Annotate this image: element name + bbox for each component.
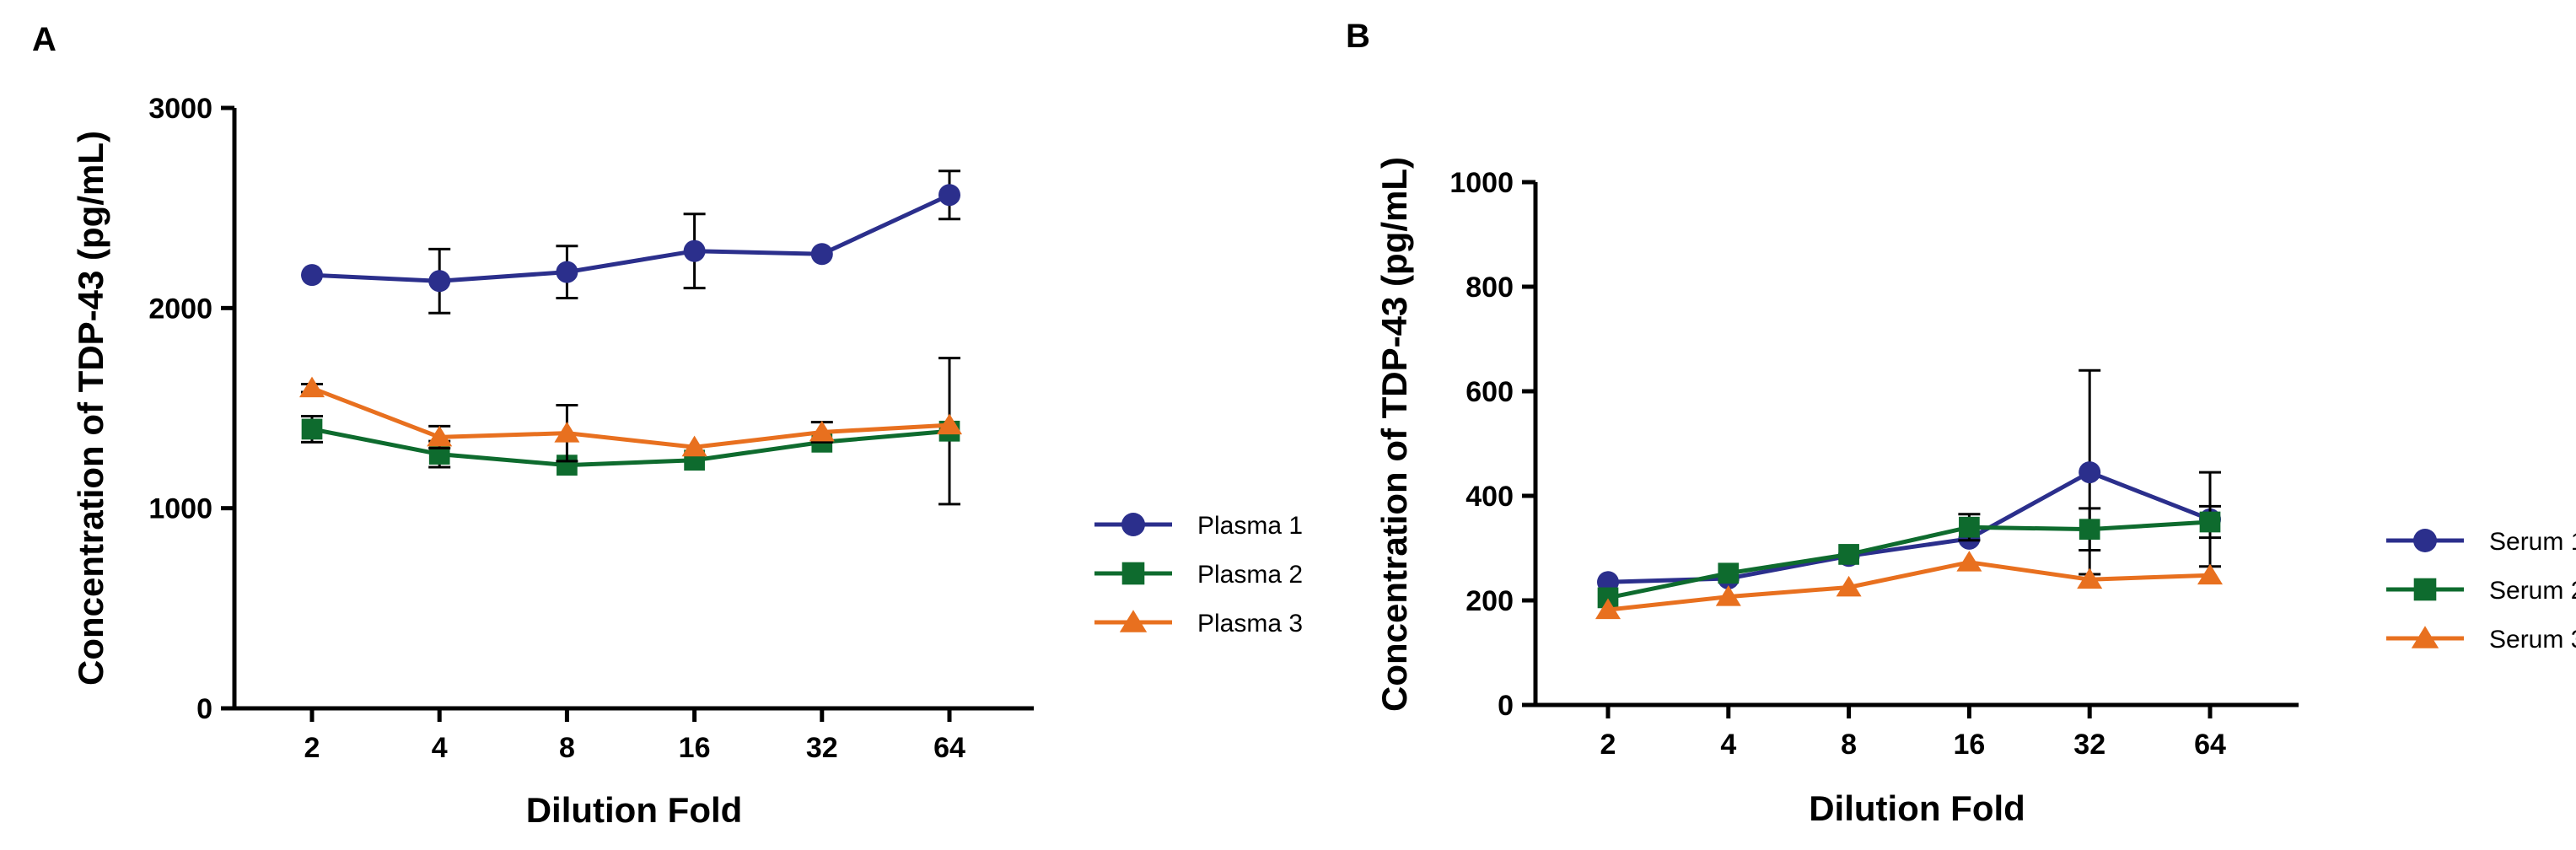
x-tick-label: 16 [679, 732, 711, 764]
data-point [1715, 585, 1741, 606]
data-point [683, 239, 706, 262]
legend-marker [2413, 578, 2437, 601]
legend-entry: Serum 1 [2386, 528, 2576, 556]
legend-marker [1119, 610, 1148, 632]
legend-marker [2411, 626, 2439, 648]
y-tick-label: 0 [1498, 690, 1514, 722]
y-tick-label: 1000 [148, 493, 212, 525]
data-point [1836, 575, 1862, 597]
x-tick-label: 8 [559, 732, 575, 764]
series-serum-3 [1595, 551, 2224, 620]
series-line [1607, 560, 2211, 612]
x-tick-label: 2 [304, 732, 320, 764]
legend-label: Serum 3 [2489, 626, 2576, 654]
data-point [1718, 562, 1740, 584]
series-line [311, 192, 951, 283]
series-plasma-3 [298, 376, 963, 463]
data-point [2079, 461, 2101, 484]
data-point [2197, 563, 2224, 585]
y-tick-label: 0 [196, 693, 212, 725]
y-tick-label: 3000 [148, 93, 212, 125]
legend-label: Serum 2 [2489, 577, 2576, 605]
series-serum-1 [1597, 369, 2221, 594]
data-point [1838, 544, 1859, 565]
legend-label: Plasma 1 [1197, 512, 1303, 540]
data-point [2077, 568, 2103, 589]
data-point [554, 422, 580, 443]
x-tick-label: 32 [2073, 729, 2105, 761]
x-tick-label: 4 [1720, 729, 1736, 761]
data-point [681, 435, 707, 457]
y-tick-label: 1000 [1449, 167, 1514, 199]
legend-entry: Plasma 1 [1094, 512, 1303, 540]
x-tick-label: 16 [1953, 729, 1985, 761]
data-point [301, 264, 323, 287]
series-line [311, 385, 950, 449]
series-serum-2 [1597, 504, 2221, 609]
data-point [428, 270, 451, 293]
data-point [2199, 511, 2221, 533]
y-tick-label: 2000 [148, 293, 212, 325]
data-point [298, 376, 325, 398]
legend-entry: Serum 3 [2386, 626, 2576, 654]
series-line [1607, 519, 2211, 600]
legend-entry: Plasma 2 [1094, 561, 1303, 589]
panel-a: A 0 1000 2000 3000 2 4 8 16 32 64 Dilution Fold Conc… [32, 21, 1303, 830]
legend-entry: Serum 2 [2386, 577, 2576, 605]
data-point [938, 184, 960, 207]
panel-label: B [1346, 18, 1370, 55]
x-axis-title: Dilution Fold [526, 790, 743, 830]
data-point [1956, 551, 1982, 572]
series-line [311, 427, 950, 468]
data-point [2079, 519, 2100, 541]
y-tick-label: 400 [1465, 481, 1514, 513]
y-tick-label: 800 [1465, 272, 1514, 304]
legend-marker [1121, 513, 1145, 536]
data-point [810, 243, 833, 266]
legend-label: Plasma 3 [1197, 610, 1303, 638]
data-point [936, 413, 963, 435]
legend-label: Plasma 2 [1197, 561, 1303, 589]
x-tick-label: 32 [806, 732, 838, 764]
x-tick-label: 2 [1600, 729, 1616, 761]
x-axis-title: Dilution Fold [1809, 788, 2025, 828]
legend-label: Serum 1 [2489, 528, 2576, 556]
data-point [556, 261, 578, 283]
legend-marker [2413, 529, 2437, 552]
series-plasma-1 [301, 169, 960, 315]
data-point [427, 425, 453, 447]
data-point [301, 418, 323, 440]
data-point [1959, 516, 1980, 538]
panel-b: B 0 200 400 600 800 1000 2 4 8 16 32 64 Dilution Fold… [1346, 18, 2576, 828]
y-axis-title: Concentration of TDP-43 (pg/mL) [71, 131, 110, 686]
y-tick-label: 600 [1465, 376, 1514, 408]
x-tick-label: 64 [933, 732, 965, 764]
x-tick-label: 4 [432, 732, 448, 764]
data-point [1595, 598, 1621, 620]
data-point [809, 420, 835, 442]
y-axis-title: Concentration of TDP-43 (pg/mL) [1374, 157, 1414, 712]
x-tick-label: 64 [2194, 729, 2226, 761]
x-tick-label: 8 [1841, 729, 1857, 761]
legend-entry: Plasma 3 [1094, 610, 1303, 638]
legend-marker [1121, 562, 1145, 585]
y-tick-label: 200 [1465, 585, 1514, 617]
panel-label: A [32, 21, 56, 58]
